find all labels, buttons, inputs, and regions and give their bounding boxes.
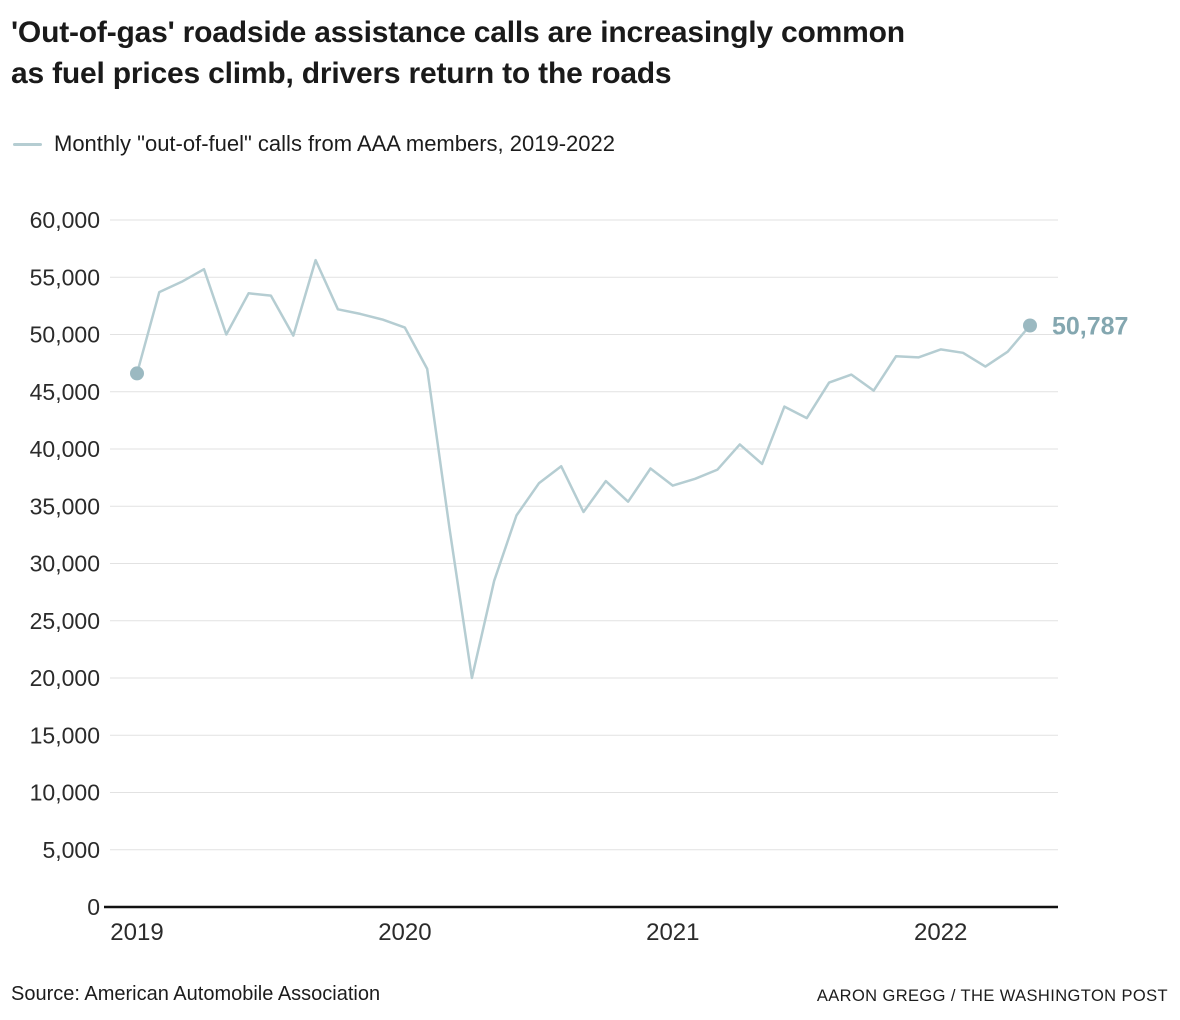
- y-tick-label: 50,000: [30, 322, 100, 348]
- x-tick-label: 2019: [110, 919, 163, 946]
- y-tick-label: 35,000: [30, 493, 100, 519]
- source-note: Source: American Automobile Association: [11, 983, 381, 1005]
- y-tick-label: 20,000: [30, 665, 100, 691]
- y-tick-label: 40,000: [30, 436, 100, 462]
- data-line: [135, 258, 1032, 680]
- x-tick-label: 2022: [914, 919, 967, 946]
- y-tick-label: 10,000: [30, 780, 100, 806]
- chart-legend: Monthly "out-of-fuel" calls from AAA mem…: [13, 131, 615, 157]
- chart-title-line2: as fuel prices climb, drivers return to …: [11, 57, 672, 91]
- x-tick-label: 2020: [378, 919, 431, 946]
- y-tick-label: 0: [87, 894, 100, 920]
- y-tick-label: 45,000: [30, 379, 100, 405]
- y-tick-label: 5,000: [42, 837, 100, 863]
- endpoint-dot: [1023, 318, 1037, 333]
- end-value-label: 50,787: [1052, 312, 1128, 340]
- y-tick-label: 60,000: [30, 207, 100, 233]
- y-tick-label: 55,000: [30, 264, 100, 290]
- chart-title-line1: 'Out-of-gas' roadside assistance calls a…: [11, 16, 905, 49]
- legend-label: Monthly "out-of-fuel" calls from AAA mem…: [54, 131, 615, 156]
- chart-title: 'Out-of-gas' roadside assistance calls a…: [11, 12, 905, 95]
- y-tick-label: 15,000: [30, 722, 100, 748]
- byline-credit: AARON GREGG / THE WASHINGTON POST: [816, 987, 1168, 1005]
- endpoint-dot: [130, 366, 144, 381]
- y-tick-label: 25,000: [30, 608, 100, 634]
- legend-line-swatch-icon: [13, 142, 42, 146]
- y-tick-label: 30,000: [30, 551, 100, 577]
- x-tick-label: 2021: [646, 919, 699, 946]
